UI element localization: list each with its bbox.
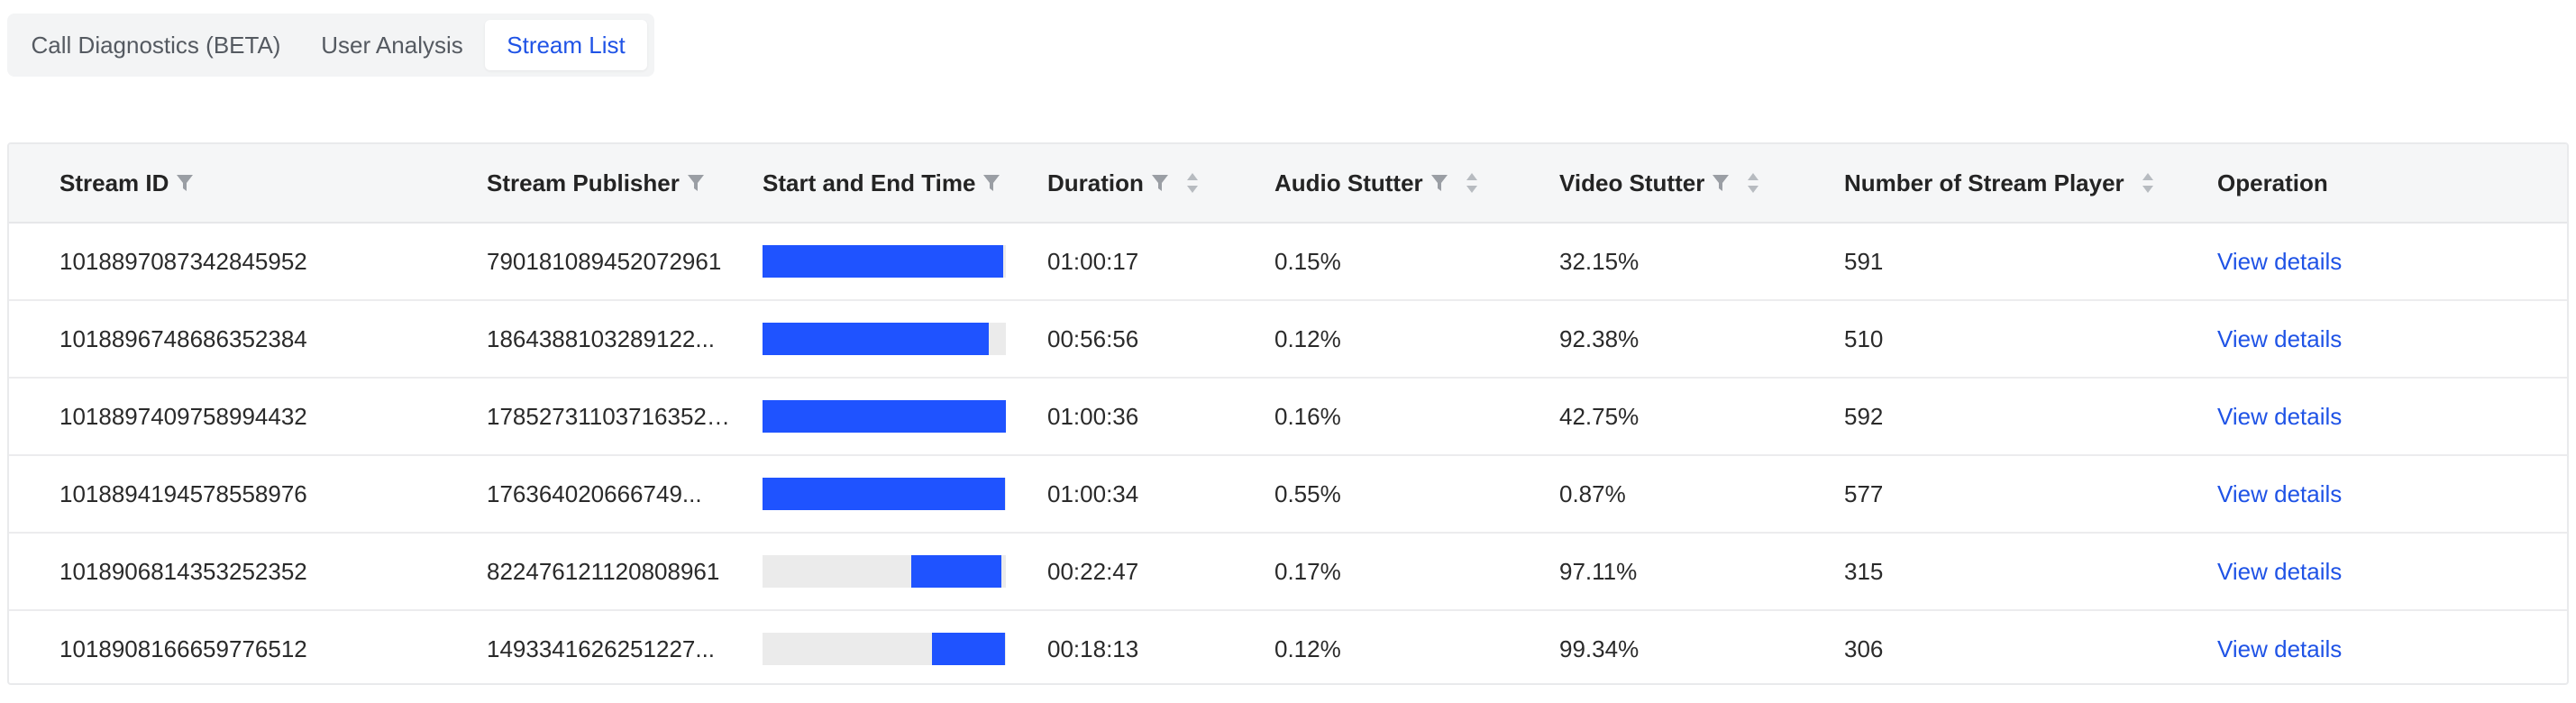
publisher-cell: 176364020666749... <box>487 480 702 507</box>
audio-stutter-cell: 0.17% <box>1274 557 1341 585</box>
stream-player-count-cell: 510 <box>1844 324 1884 352</box>
tab-bar: Call Diagnostics (BETA) User Analysis St… <box>7 14 654 77</box>
audio-stutter-cell: 0.15% <box>1274 247 1341 275</box>
view-details-link[interactable]: View details <box>2217 635 2343 662</box>
video-stutter-cell: 99.34% <box>1559 635 1640 662</box>
stream-player-count-cell: 315 <box>1844 557 1884 585</box>
sort-icon[interactable] <box>2141 171 2155 195</box>
duration-cell: 01:00:17 <box>1047 247 1139 275</box>
time-range-bar <box>763 400 1006 433</box>
time-range-fill <box>763 478 1005 510</box>
column-label: Video Stutter <box>1559 169 1705 196</box>
sort-icon[interactable] <box>1465 171 1479 195</box>
stream-player-count-cell: 306 <box>1844 635 1884 662</box>
stream-player-count-cell: 592 <box>1844 402 1884 430</box>
view-details-link[interactable]: View details <box>2217 324 2343 352</box>
duration-cell: 01:00:34 <box>1047 479 1139 507</box>
column-label: Number of Stream Player <box>1844 169 2124 196</box>
time-range-fill <box>763 245 1004 278</box>
stream-id-cell: 1018908166659776512 <box>59 635 307 662</box>
duration-cell: 00:18:13 <box>1047 635 1139 662</box>
column-header-start-end-time: Start and End Time <box>763 144 1000 222</box>
table-row: 1018894194578558976 176364020666749... 0… <box>9 456 2567 534</box>
column-header-video-stutter: Video Stutter <box>1559 144 1760 222</box>
audio-stutter-cell: 0.12% <box>1274 635 1341 662</box>
column-label: Stream Publisher <box>487 169 680 196</box>
column-header-number-of-stream-player: Number of Stream Player <box>1844 144 2155 222</box>
time-range-bar <box>763 555 1006 588</box>
stream-id-cell: 1018897087342845952 <box>59 247 307 275</box>
column-label: Stream ID <box>59 169 169 196</box>
time-range-bar <box>763 633 1006 665</box>
stream-id-cell: 1018906814353252352 <box>59 557 307 585</box>
publisher-cell: 1493341626251227... <box>487 635 716 662</box>
time-range-fill <box>763 400 1006 433</box>
time-range-fill <box>910 555 1001 588</box>
video-stutter-cell: 42.75% <box>1559 402 1640 430</box>
time-range-bar <box>763 323 1006 355</box>
stream-table: Stream ID Stream Publisher Start and End… <box>7 142 2569 685</box>
column-header-duration: Duration <box>1047 144 1200 222</box>
sort-icon[interactable] <box>1185 171 1200 195</box>
tab-call-diagnostics[interactable]: Call Diagnostics (BETA) <box>31 31 281 59</box>
column-label: Start and End Time <box>763 169 976 196</box>
time-cell <box>763 456 1006 532</box>
duration-cell: 01:00:36 <box>1047 402 1139 430</box>
table-row: 1018897087342845952 790181089452072961 0… <box>9 224 2567 301</box>
stream-player-count-cell: 577 <box>1844 479 1884 507</box>
time-cell <box>763 534 1006 609</box>
table-row: 1018896748686352384 1864388103289122... … <box>9 301 2567 379</box>
column-header-audio-stutter: Audio Stutter <box>1274 144 1479 222</box>
view-details-link[interactable]: View details <box>2217 479 2343 507</box>
duration-cell: 00:56:56 <box>1047 324 1139 352</box>
video-stutter-cell: 92.38% <box>1559 324 1640 352</box>
column-header-operation: Operation <box>2217 144 2328 222</box>
table-row: 1018906814353252352 822476121120808961 0… <box>9 534 2567 611</box>
filter-icon[interactable] <box>176 173 194 193</box>
view-details-link[interactable]: View details <box>2217 247 2343 275</box>
stream-player-count-cell: 591 <box>1844 247 1884 275</box>
filter-icon[interactable] <box>1151 173 1169 193</box>
filter-icon[interactable] <box>1712 173 1730 193</box>
audio-stutter-cell: 0.55% <box>1274 479 1341 507</box>
publisher-cell: 790181089452072961 <box>487 248 722 275</box>
sort-icon[interactable] <box>1746 171 1760 195</box>
stream-id-cell: 1018894194578558976 <box>59 479 307 507</box>
filter-icon[interactable] <box>982 173 1000 193</box>
time-cell <box>763 611 1006 683</box>
video-stutter-cell: 32.15% <box>1559 247 1640 275</box>
duration-cell: 00:22:47 <box>1047 557 1139 585</box>
filter-icon[interactable] <box>687 173 705 193</box>
video-stutter-cell: 97.11% <box>1559 557 1638 585</box>
time-cell <box>763 224 1006 299</box>
time-cell <box>763 301 1006 377</box>
tab-user-analysis[interactable]: User Analysis <box>321 31 463 59</box>
view-details-link[interactable]: View details <box>2217 557 2343 585</box>
time-range-bar <box>763 245 1006 278</box>
tab-stream-list[interactable]: Stream List <box>485 20 647 70</box>
table-row: 1018897409758994432 1785273110371635201 … <box>9 379 2567 456</box>
audio-stutter-cell: 0.16% <box>1274 402 1341 430</box>
column-label: Duration <box>1047 169 1144 196</box>
column-header-stream-id: Stream ID <box>59 144 194 222</box>
filter-icon[interactable] <box>1430 173 1448 193</box>
audio-stutter-cell: 0.12% <box>1274 324 1341 352</box>
time-range-bar <box>763 478 1006 510</box>
stream-id-cell: 1018897409758994432 <box>59 402 307 430</box>
view-details-link[interactable]: View details <box>2217 402 2343 430</box>
table-row: 1018908166659776512 1493341626251227... … <box>9 611 2567 683</box>
time-range-fill <box>931 633 1005 665</box>
stream-id-cell: 1018896748686352384 <box>59 324 307 352</box>
publisher-cell: 1864388103289122... <box>487 325 716 352</box>
time-cell <box>763 379 1006 454</box>
publisher-cell: 822476121120808961 <box>487 558 720 585</box>
column-label: Operation <box>2217 169 2328 196</box>
publisher-cell: 1785273110371635201 <box>487 403 730 430</box>
column-label: Audio Stutter <box>1274 169 1423 196</box>
table-header: Stream ID Stream Publisher Start and End… <box>9 144 2567 224</box>
video-stutter-cell: 0.87% <box>1559 479 1626 507</box>
time-range-fill <box>763 323 990 355</box>
column-header-stream-publisher: Stream Publisher <box>487 144 705 222</box>
